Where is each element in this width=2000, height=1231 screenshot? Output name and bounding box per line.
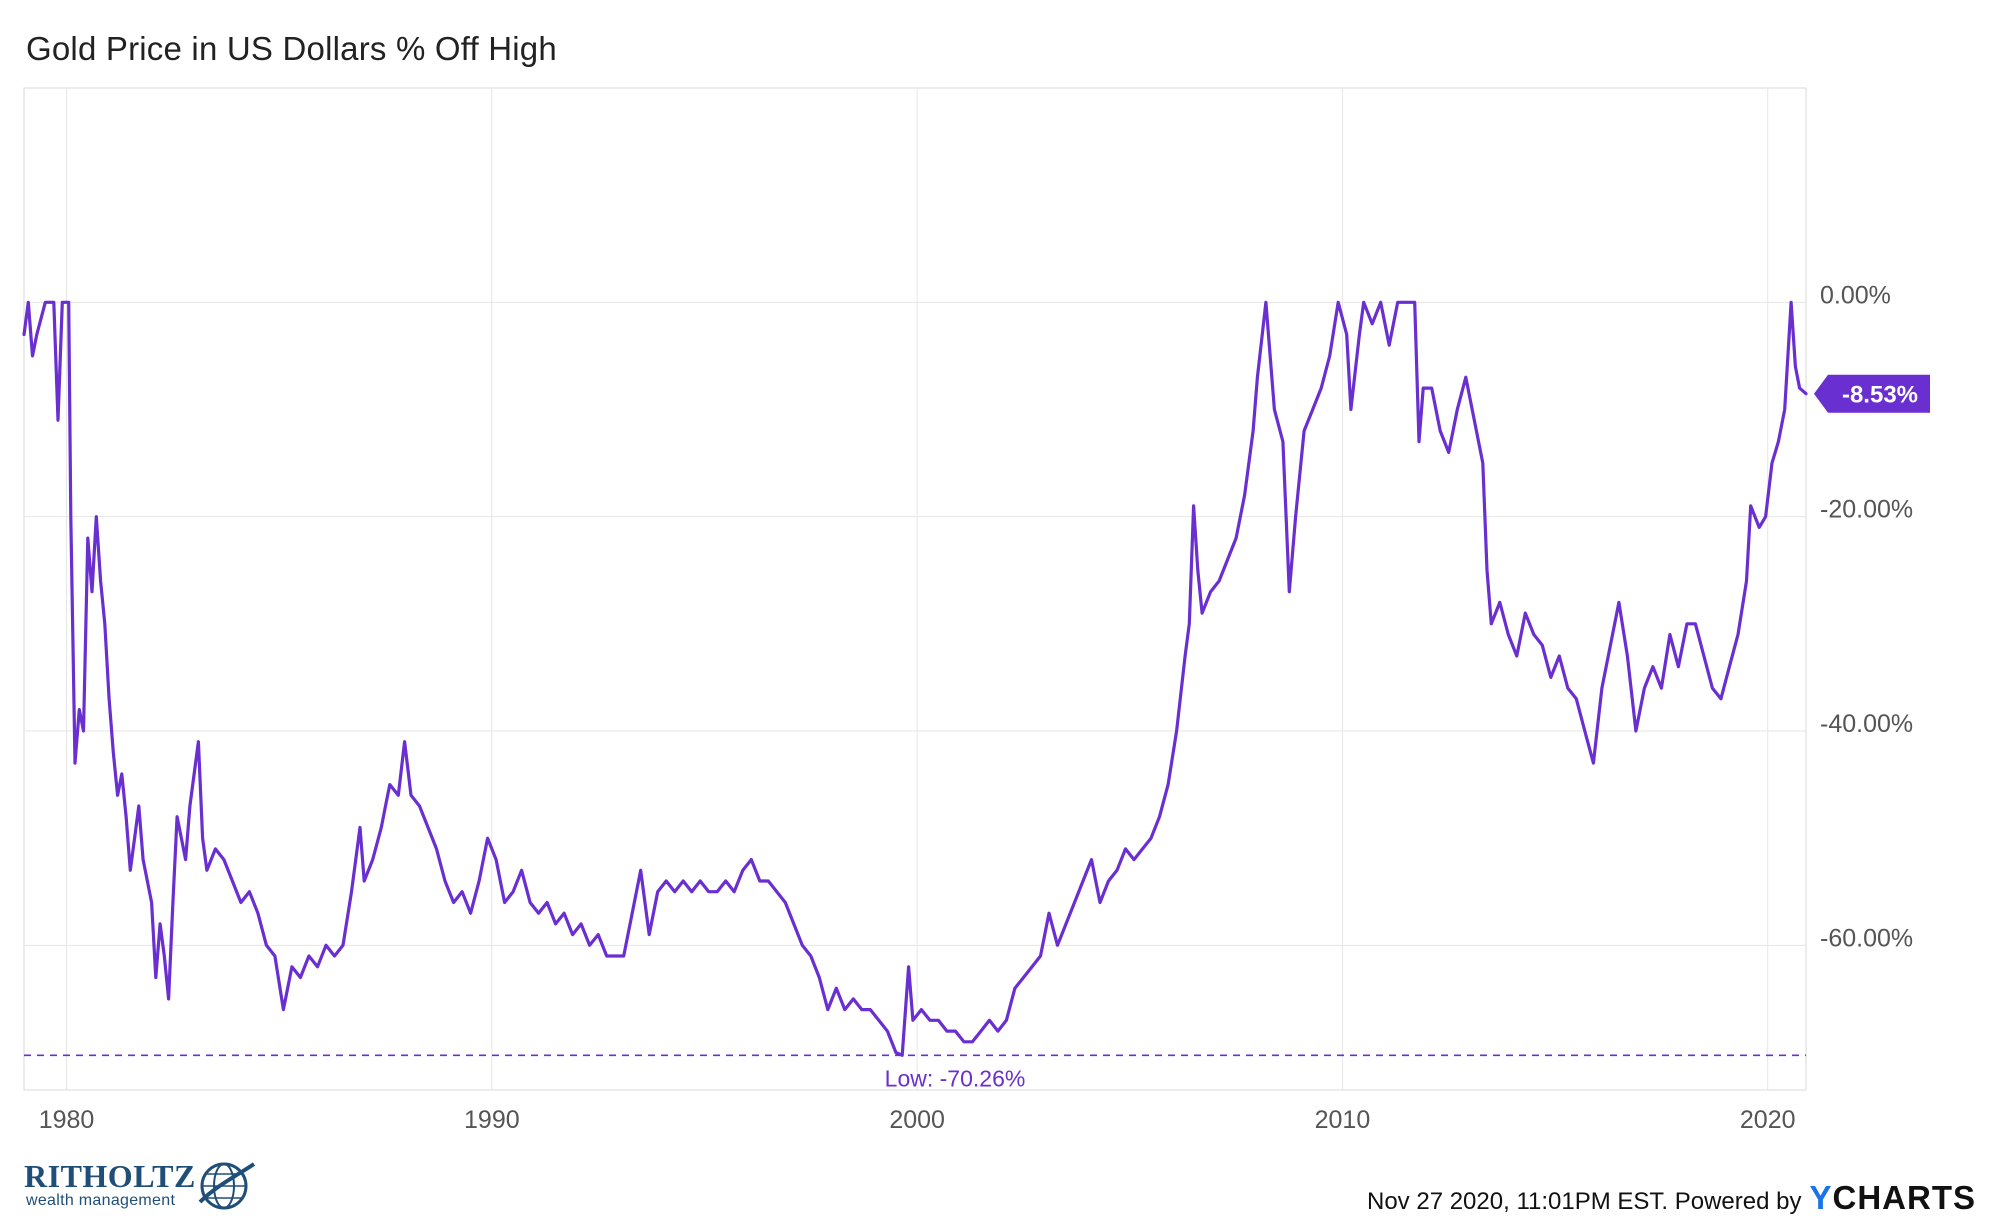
logo-tagline: wealth management <box>26 1192 176 1209</box>
last-value-label: -8.53% <box>1842 382 1918 409</box>
plot-frame <box>23 87 1807 1091</box>
x-tick-label: 1980 <box>39 1106 95 1134</box>
ycharts-brand-rest: CHARTS <box>1832 1179 1976 1216</box>
chart-title: Gold Price in US Dollars % Off High <box>26 30 557 67</box>
ycharts-brand[interactable]: YCHARTS <box>1809 1179 1976 1217</box>
footer-attribution: Nov 27 2020, 11:01PM EST. Powered by YCH… <box>1367 1179 1976 1217</box>
footer-timestamp: Nov 27 2020, 11:01PM EST. Powered by <box>1367 1188 1802 1215</box>
globe-icon <box>198 1162 256 1210</box>
x-tick-label: 2020 <box>1740 1106 1796 1134</box>
series-line <box>22 300 1808 1057</box>
logo-wordmark: RITHOLTZ <box>24 1158 196 1194</box>
x-tick-label: 2000 <box>889 1106 945 1134</box>
y-tick-label: 0.00% <box>1820 281 1891 309</box>
y-tick-label: -60.00% <box>1820 924 1913 952</box>
low-label: Low: -70.26% <box>885 1065 1026 1091</box>
ycharts-brand-y: Y <box>1809 1179 1833 1216</box>
y-tick-label: -20.00% <box>1820 496 1913 524</box>
x-tick-label: 1990 <box>464 1106 520 1134</box>
y-tick-label: -40.00% <box>1820 710 1913 738</box>
last-value-flag <box>1814 374 1930 413</box>
ritholtz-logo: RITHOLTZ wealth management <box>24 1158 264 1214</box>
x-tick-label: 2010 <box>1315 1106 1371 1134</box>
